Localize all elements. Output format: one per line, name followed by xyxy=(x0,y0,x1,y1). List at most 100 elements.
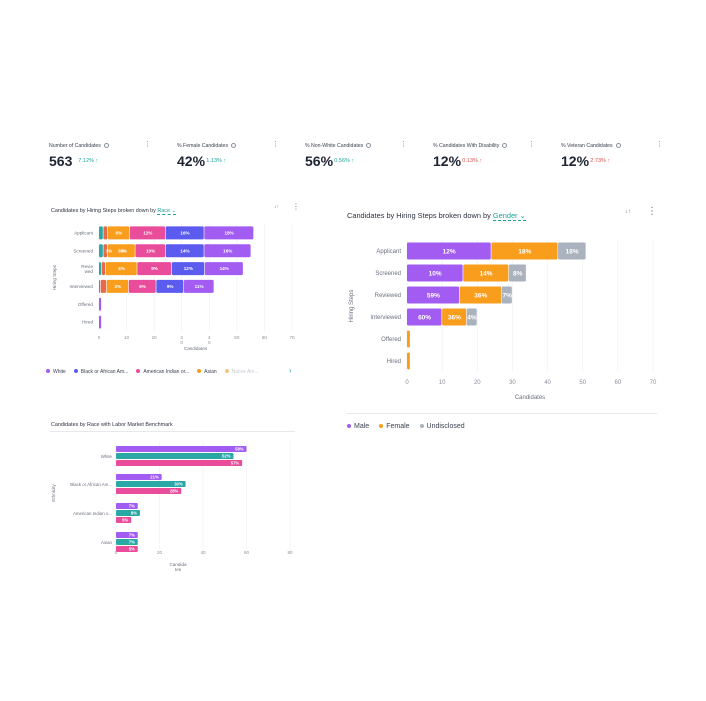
race-chart: 0 10 20 3 0 4 0 50 60 70 Candidates Hiring Steps App… xyxy=(52,224,295,351)
category-label: Black or African Am... xyxy=(70,482,112,487)
bar-data-label: 59% xyxy=(427,292,440,299)
bar-data-label: 7% xyxy=(502,292,512,299)
more-vertical-icon[interactable]: ⋮ xyxy=(272,141,279,148)
sort-icon[interactable]: ↓↑ xyxy=(274,204,279,210)
x-tick-label: 80 xyxy=(287,550,293,555)
bar xyxy=(116,453,234,459)
category-label: American Indian o... xyxy=(73,511,112,516)
bar-data-label: 60% xyxy=(418,314,431,321)
legend-item[interactable]: White xyxy=(46,369,66,375)
x-tick-label: 10 xyxy=(124,335,130,340)
bar-data-label: 28% xyxy=(170,488,179,493)
more-vertical-icon[interactable]: ⋮ xyxy=(656,141,663,148)
legend-swatch xyxy=(197,369,202,373)
bar-segment xyxy=(101,262,106,276)
category-label: Screened xyxy=(73,248,93,253)
chevron-right-icon[interactable]: › xyxy=(289,366,292,375)
legend-item[interactable]: Male xyxy=(347,423,369,430)
more-vertical-icon[interactable]: ⋮ xyxy=(647,206,657,217)
legend-item[interactable]: Native Am... xyxy=(224,369,259,375)
bar-segment xyxy=(204,262,243,276)
x-tick-label: 0 xyxy=(405,380,409,386)
category-label: Interviewed xyxy=(70,284,94,289)
x-tick-label: 60 xyxy=(244,550,250,555)
bar-data-label: 16% xyxy=(180,231,189,236)
kpi-change: 2.73% ↑ xyxy=(590,158,610,164)
bar-data-label: 4% xyxy=(467,314,477,321)
legend-item[interactable]: Asian xyxy=(197,369,217,375)
legend-label: American Indian or... xyxy=(143,369,190,375)
bar-segment xyxy=(204,226,254,240)
bar-segment xyxy=(491,242,558,260)
bar-segment xyxy=(165,244,204,258)
bar-data-label: 18% xyxy=(566,248,579,255)
bar-segment xyxy=(100,279,107,293)
gender-dimension-dropdown[interactable]: Gender ⌄ xyxy=(492,211,526,221)
divider xyxy=(50,431,295,432)
info-icon[interactable] xyxy=(366,143,372,148)
bar-segment xyxy=(407,242,491,260)
x-tick-label: 10 xyxy=(439,380,446,386)
race-dimension-label: Race xyxy=(157,208,170,214)
info-icon[interactable] xyxy=(502,143,508,148)
kpi-label: % Female Candidates xyxy=(177,143,237,149)
gender-chart-title-text: Candidates by Hiring Steps broken down b… xyxy=(347,211,491,220)
bar-data-label: 6% xyxy=(116,231,123,236)
bar-segment xyxy=(128,279,156,293)
kpi-change: 0.56% ↑ xyxy=(334,158,354,164)
legend-item[interactable]: American Indian or... xyxy=(136,369,189,375)
bar-segment xyxy=(99,262,102,276)
legend-item[interactable]: Female xyxy=(379,423,410,430)
x-tick-label: 0 xyxy=(115,550,118,555)
legend-label: White xyxy=(53,369,66,375)
kpi-card: % Candidates With Disability ⋮ 12% 0.13% ↑ xyxy=(433,140,553,174)
bar xyxy=(116,503,138,509)
kpi-change: 1.13% ↑ xyxy=(206,158,226,164)
bar-data-label: 36% xyxy=(448,314,461,321)
bar-segment xyxy=(183,279,214,293)
legend-label: Male xyxy=(354,423,370,430)
category-label: Asian xyxy=(101,540,113,545)
bar-data-label: 9% xyxy=(151,266,158,271)
kpi-label: Number of Candidates xyxy=(49,143,109,149)
x-axis-label: Candidates xyxy=(515,395,545,401)
arrow-down-icon: ↑ xyxy=(479,158,483,164)
category-label: Screened xyxy=(375,271,401,277)
x-tick-label: 20 xyxy=(152,335,158,340)
legend-label: Undisclosed xyxy=(426,423,465,430)
bar-segment xyxy=(107,226,130,240)
bar-data-label: 14% xyxy=(180,248,189,253)
bar-data-label: 14% xyxy=(220,266,229,271)
bar xyxy=(116,446,247,452)
bar-segment xyxy=(103,244,108,258)
x-tick-label: 20 xyxy=(474,380,481,386)
kpi-value: 12% xyxy=(433,153,462,169)
category-label: Hired xyxy=(387,359,401,365)
y-axis-label: Hiring Steps xyxy=(52,264,57,290)
info-icon[interactable] xyxy=(615,143,621,148)
bar-segment xyxy=(99,244,103,258)
more-vertical-icon[interactable]: ⋮ xyxy=(528,141,535,148)
category-label: Offered xyxy=(78,302,94,307)
bar xyxy=(116,532,138,538)
more-vertical-icon[interactable]: ⋮ xyxy=(400,141,407,148)
legend-item[interactable]: Black or African Am... xyxy=(73,369,128,375)
bar-segment xyxy=(165,226,204,240)
bar-data-label: 12% xyxy=(184,266,193,271)
bar-data-label: 10% xyxy=(429,270,442,277)
info-icon[interactable] xyxy=(103,143,109,148)
race-dimension-dropdown[interactable]: Race ⌄ xyxy=(157,208,177,215)
legend-item[interactable]: Undisclosed xyxy=(419,423,465,430)
x-tick-label: 50 xyxy=(579,380,586,386)
bar-data-label: 18% xyxy=(225,231,234,236)
y-axis-label: Ethnicity xyxy=(51,484,56,502)
more-vertical-icon[interactable]: ⋮ xyxy=(144,141,151,148)
legend-swatch xyxy=(419,424,424,428)
more-vertical-icon[interactable]: ⋮ xyxy=(292,202,300,211)
bar-segment xyxy=(107,244,135,258)
info-icon[interactable] xyxy=(231,143,237,148)
bar-data-label: 18% xyxy=(518,248,531,255)
bar xyxy=(116,539,138,545)
sort-icon[interactable]: ↓↑ xyxy=(625,209,631,215)
